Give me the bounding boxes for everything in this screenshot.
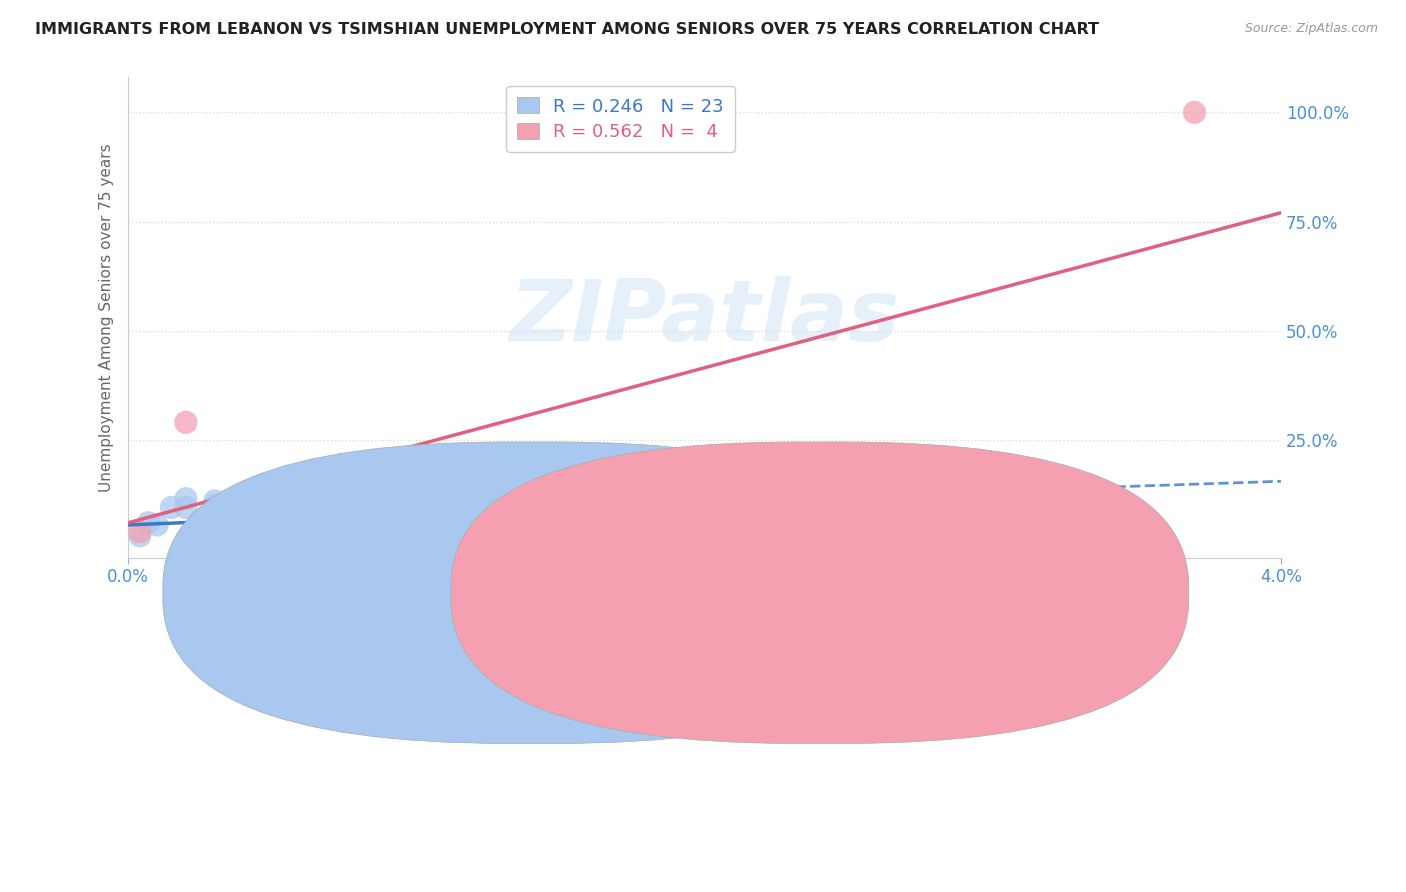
Point [138, 516, 160, 530]
Point [924, 475, 946, 489]
Point [262, 502, 284, 516]
Point [174, 491, 197, 506]
Point [204, 498, 226, 512]
Text: ZIPatlas: ZIPatlas [509, 276, 900, 359]
Point [377, 502, 399, 516]
Point [128, 529, 150, 543]
Point [160, 500, 183, 515]
Point [262, 498, 284, 512]
Point [636, 502, 658, 516]
Point [751, 485, 773, 500]
Point [232, 502, 254, 516]
Y-axis label: Unemployment Among Seniors over 75 years: Unemployment Among Seniors over 75 years [100, 144, 114, 491]
Point [520, 514, 543, 528]
Point [174, 500, 197, 515]
Point [174, 415, 197, 429]
Point [204, 502, 226, 516]
Point [188, 514, 211, 528]
Text: Tsimshian: Tsimshian [855, 585, 929, 600]
Text: Immigrants from Lebanon: Immigrants from Lebanon [572, 585, 770, 600]
Point [146, 517, 169, 532]
Point [290, 502, 312, 516]
Point [924, 455, 946, 469]
FancyBboxPatch shape [163, 442, 901, 744]
Text: Source: ZipAtlas.com: Source: ZipAtlas.com [1244, 22, 1378, 36]
Legend: R = 0.246   N = 23, R = 0.562   N =  4: R = 0.246 N = 23, R = 0.562 N = 4 [506, 87, 734, 152]
Point [290, 498, 312, 512]
Text: IMMIGRANTS FROM LEBANON VS TSIMSHIAN UNEMPLOYMENT AMONG SENIORS OVER 75 YEARS CO: IMMIGRANTS FROM LEBANON VS TSIMSHIAN UNE… [35, 22, 1099, 37]
Point [232, 498, 254, 512]
FancyBboxPatch shape [451, 442, 1188, 744]
Point [204, 494, 226, 508]
Point [128, 524, 150, 539]
Point [232, 507, 254, 521]
Point [319, 461, 342, 475]
Point [1184, 105, 1206, 120]
